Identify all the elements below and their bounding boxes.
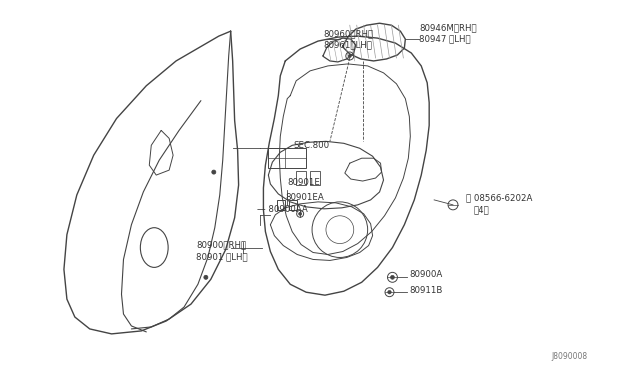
FancyBboxPatch shape xyxy=(296,171,306,185)
Circle shape xyxy=(212,170,216,174)
Text: 80900A: 80900A xyxy=(410,270,443,279)
Text: 80901EA: 80901EA xyxy=(285,193,324,202)
Text: — 80900AA: — 80900AA xyxy=(257,205,308,214)
Circle shape xyxy=(388,291,391,294)
Circle shape xyxy=(204,275,208,279)
FancyBboxPatch shape xyxy=(268,148,306,168)
Text: 80961〈LH〉: 80961〈LH〉 xyxy=(323,41,372,49)
Text: Ⓢ 08566-6202A: Ⓢ 08566-6202A xyxy=(466,193,532,202)
FancyBboxPatch shape xyxy=(277,200,285,210)
Text: 80901 〈LH〉: 80901 〈LH〉 xyxy=(196,252,248,261)
Circle shape xyxy=(390,275,394,279)
Text: 80946M〈RH〉: 80946M〈RH〉 xyxy=(419,24,477,33)
Text: 80947 〈LH〉: 80947 〈LH〉 xyxy=(419,35,471,44)
Text: 80900〈RH〉: 80900〈RH〉 xyxy=(196,240,246,249)
Text: J8090008: J8090008 xyxy=(552,352,588,361)
Text: 80960〈RH〉: 80960〈RH〉 xyxy=(323,30,373,39)
Text: 〈4〉: 〈4〉 xyxy=(474,205,490,214)
Text: SEC.800: SEC.800 xyxy=(293,141,330,150)
Circle shape xyxy=(299,212,301,215)
FancyBboxPatch shape xyxy=(289,200,297,210)
Circle shape xyxy=(348,54,351,57)
FancyBboxPatch shape xyxy=(310,171,320,185)
Text: 80911B: 80911B xyxy=(410,286,443,295)
Text: 80901E: 80901E xyxy=(287,177,320,186)
